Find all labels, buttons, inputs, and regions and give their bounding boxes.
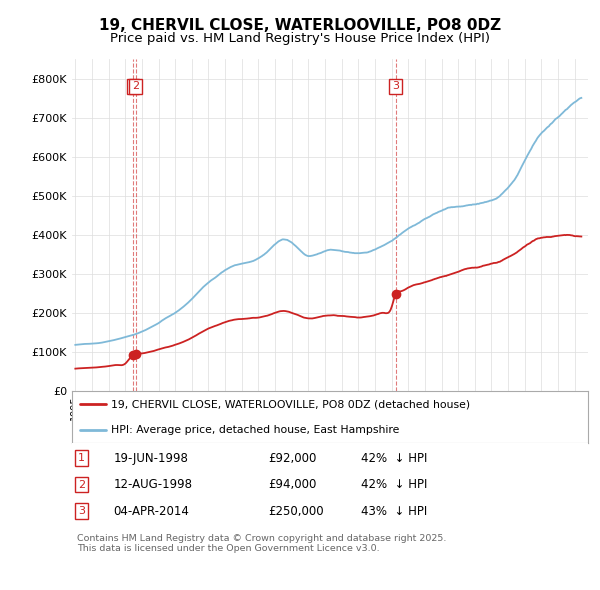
Text: Contains HM Land Registry data © Crown copyright and database right 2025.
This d: Contains HM Land Registry data © Crown c… <box>77 534 446 553</box>
Text: £94,000: £94,000 <box>268 478 316 491</box>
Text: 04-APR-2014: 04-APR-2014 <box>113 504 189 517</box>
Text: 2: 2 <box>78 480 85 490</box>
Text: 1: 1 <box>130 81 136 91</box>
Text: 2: 2 <box>132 81 139 91</box>
Text: 3: 3 <box>392 81 399 91</box>
Text: 42%  ↓ HPI: 42% ↓ HPI <box>361 478 427 491</box>
Text: 19-JUN-1998: 19-JUN-1998 <box>113 451 188 464</box>
Text: 1: 1 <box>78 453 85 463</box>
Text: HPI: Average price, detached house, East Hampshire: HPI: Average price, detached house, East… <box>110 424 399 434</box>
Text: 3: 3 <box>78 506 85 516</box>
Text: 19, CHERVIL CLOSE, WATERLOOVILLE, PO8 0DZ (detached house): 19, CHERVIL CLOSE, WATERLOOVILLE, PO8 0D… <box>110 399 470 409</box>
Text: £250,000: £250,000 <box>268 504 324 517</box>
Text: £92,000: £92,000 <box>268 451 316 464</box>
Text: 12-AUG-1998: 12-AUG-1998 <box>113 478 192 491</box>
Text: 43%  ↓ HPI: 43% ↓ HPI <box>361 504 427 517</box>
Text: 19, CHERVIL CLOSE, WATERLOOVILLE, PO8 0DZ: 19, CHERVIL CLOSE, WATERLOOVILLE, PO8 0D… <box>99 18 501 32</box>
Text: Price paid vs. HM Land Registry's House Price Index (HPI): Price paid vs. HM Land Registry's House … <box>110 32 490 45</box>
Text: 42%  ↓ HPI: 42% ↓ HPI <box>361 451 427 464</box>
